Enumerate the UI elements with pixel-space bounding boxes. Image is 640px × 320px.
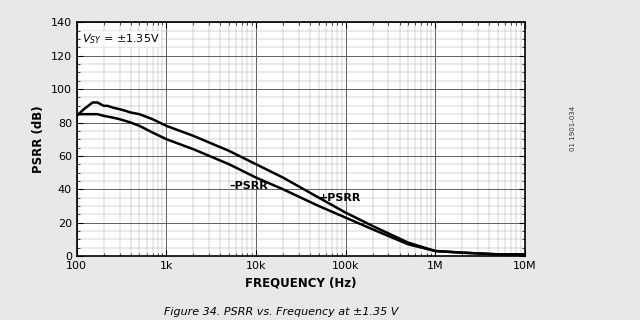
Text: –PSRR: –PSRR bbox=[229, 181, 268, 191]
Text: $V_{SY}$ = ±1.35V: $V_{SY}$ = ±1.35V bbox=[82, 32, 160, 46]
X-axis label: FREQUENCY (Hz): FREQUENCY (Hz) bbox=[245, 276, 356, 289]
Y-axis label: PSRR (dB): PSRR (dB) bbox=[32, 105, 45, 173]
Text: 01 1901-034: 01 1901-034 bbox=[570, 105, 576, 151]
Text: Figure 34. PSRR vs. Frequency at ±1.35 V: Figure 34. PSRR vs. Frequency at ±1.35 V bbox=[164, 307, 399, 317]
Text: +PSRR: +PSRR bbox=[319, 193, 361, 203]
